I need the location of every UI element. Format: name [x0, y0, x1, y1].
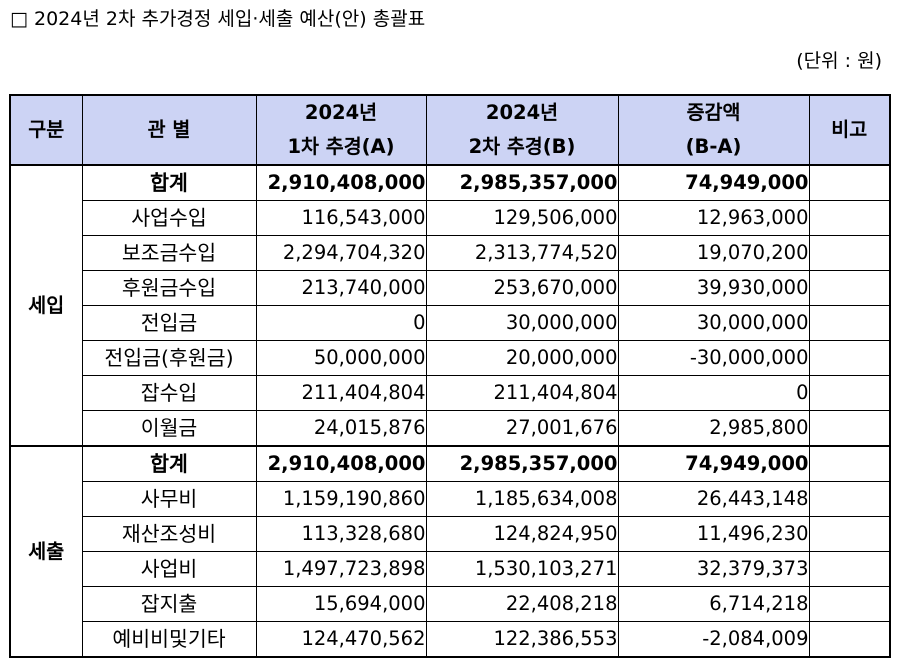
header-col-b-sub: 2차 추경(B): [425, 130, 619, 166]
value-b: 253,670,000: [425, 270, 619, 306]
table-row: 잡지출 15,694,000 22,408,218 6,714,218: [10, 586, 891, 622]
table-row: 후원금수입 213,740,000 253,670,000 39,930,000: [10, 270, 891, 306]
value-a: 1,159,190,860: [255, 481, 427, 517]
value-a: 113,328,680: [255, 516, 427, 552]
table-row: 예비비및기타 124,470,562 122,386,553 -2,084,00…: [10, 621, 891, 658]
section-label-revenue: 세입: [9, 165, 83, 447]
row-name: 예비비및기타: [81, 621, 257, 658]
section-label-expenditure: 세출: [9, 446, 83, 658]
note-cell: [808, 270, 891, 306]
value-a: 24,015,876: [255, 410, 427, 447]
note-cell: [808, 621, 891, 658]
value-b: 1,185,634,008: [425, 481, 619, 517]
value-diff: 0: [617, 375, 810, 411]
note-cell: [808, 445, 891, 482]
value-b: 22,408,218: [425, 586, 619, 622]
header-diff-sub: (B-A): [617, 130, 810, 166]
header-diff-label: 증감액: [617, 94, 810, 130]
table-row: 재산조성비 113,328,680 124,824,950 11,496,230: [10, 516, 891, 552]
value-b: 30,000,000: [425, 305, 619, 341]
table-row: 세출 합계 2,910,408,000 2,985,357,000 74,949…: [9, 445, 891, 658]
note-cell: [808, 481, 891, 517]
table-row: 세입 합계 2,910,408,000 2,985,357,000 74,949…: [9, 164, 891, 447]
value-b: 2,985,357,000: [425, 164, 619, 201]
value-a: 50,000,000: [255, 340, 427, 376]
row-name: 보조금수입: [81, 235, 257, 271]
value-diff: -2,084,009: [617, 621, 810, 658]
note-cell: [808, 235, 891, 271]
budget-summary-table: 구분 관 별 2024년 2024년 증감액 비고 1차 추경(A) 2차 추경…: [9, 94, 891, 658]
note-cell: [808, 516, 891, 552]
value-a: 0: [255, 305, 427, 341]
value-b: 122,386,553: [425, 621, 619, 658]
value-a: 2,910,408,000: [255, 445, 427, 482]
value-b: 2,313,774,520: [425, 235, 619, 271]
value-a: 124,470,562: [255, 621, 427, 658]
value-a: 213,740,000: [255, 270, 427, 306]
value-a: 2,294,704,320: [255, 235, 427, 271]
row-name: 잡지출: [81, 586, 257, 622]
value-diff: 11,496,230: [617, 516, 810, 552]
value-b: 20,000,000: [425, 340, 619, 376]
row-name: 사무비: [81, 481, 257, 517]
row-name: 후원금수입: [81, 270, 257, 306]
value-b: 27,001,676: [425, 410, 619, 447]
row-name: 합계: [81, 445, 257, 482]
value-diff: 6,714,218: [617, 586, 810, 622]
row-name: 잡수입: [81, 375, 257, 411]
value-b: 211,404,804: [425, 375, 619, 411]
value-a: 116,543,000: [255, 200, 427, 236]
table-row: 보조금수입 2,294,704,320 2,313,774,520 19,070…: [10, 235, 891, 271]
value-diff: 39,930,000: [617, 270, 810, 306]
note-cell: [808, 305, 891, 341]
header-division: 구분: [9, 94, 83, 166]
value-b: 129,506,000: [425, 200, 619, 236]
header-col-a-year: 2024년: [255, 94, 427, 130]
table-row: 사업비 1,497,723,898 1,530,103,271 32,379,3…: [10, 551, 891, 587]
unit-label: (단위 : 원): [796, 50, 882, 72]
value-a: 1,497,723,898: [255, 551, 427, 587]
header-item: 관 별: [81, 94, 257, 166]
note-cell: [808, 164, 891, 201]
row-name: 사업수입: [81, 200, 257, 236]
table-row: 잡수입 211,404,804 211,404,804 0: [10, 375, 891, 411]
value-a: 15,694,000: [255, 586, 427, 622]
header-col-a-sub: 1차 추경(A): [255, 130, 427, 166]
note-cell: [808, 200, 891, 236]
header-col-b-year: 2024년: [425, 94, 619, 130]
value-diff: 26,443,148: [617, 481, 810, 517]
note-cell: [808, 410, 891, 447]
note-cell: [808, 375, 891, 411]
table-row: 이월금 24,015,876 27,001,676 2,985,800: [10, 410, 891, 447]
value-b: 1,530,103,271: [425, 551, 619, 587]
value-a: 2,910,408,000: [255, 164, 427, 201]
table-row: 전입금(후원금) 50,000,000 20,000,000 -30,000,0…: [10, 340, 891, 376]
header-note: 비고: [808, 94, 891, 166]
value-diff: 74,949,000: [617, 445, 810, 482]
row-name: 전입금(후원금): [81, 340, 257, 376]
value-diff: 12,963,000: [617, 200, 810, 236]
note-cell: [808, 340, 891, 376]
row-name: 이월금: [81, 410, 257, 447]
value-b: 124,824,950: [425, 516, 619, 552]
value-diff: -30,000,000: [617, 340, 810, 376]
note-cell: [808, 551, 891, 587]
note-cell: [808, 586, 891, 622]
value-diff: 2,985,800: [617, 410, 810, 447]
row-name: 사업비: [81, 551, 257, 587]
value-diff: 32,379,373: [617, 551, 810, 587]
row-name: 합계: [81, 164, 257, 201]
value-diff: 30,000,000: [617, 305, 810, 341]
table-row: 사무비 1,159,190,860 1,185,634,008 26,443,1…: [10, 481, 891, 517]
value-diff: 19,070,200: [617, 235, 810, 271]
row-name: 재산조성비: [81, 516, 257, 552]
table-row: 전입금 0 30,000,000 30,000,000: [10, 305, 891, 341]
table-row: 사업수입 116,543,000 129,506,000 12,963,000: [10, 200, 891, 236]
row-name: 전입금: [81, 305, 257, 341]
value-b: 2,985,357,000: [425, 445, 619, 482]
document-title: □ 2024년 2차 추가경정 세입·세출 예산(안) 총괄표: [10, 8, 426, 30]
value-diff: 74,949,000: [617, 164, 810, 201]
value-a: 211,404,804: [255, 375, 427, 411]
